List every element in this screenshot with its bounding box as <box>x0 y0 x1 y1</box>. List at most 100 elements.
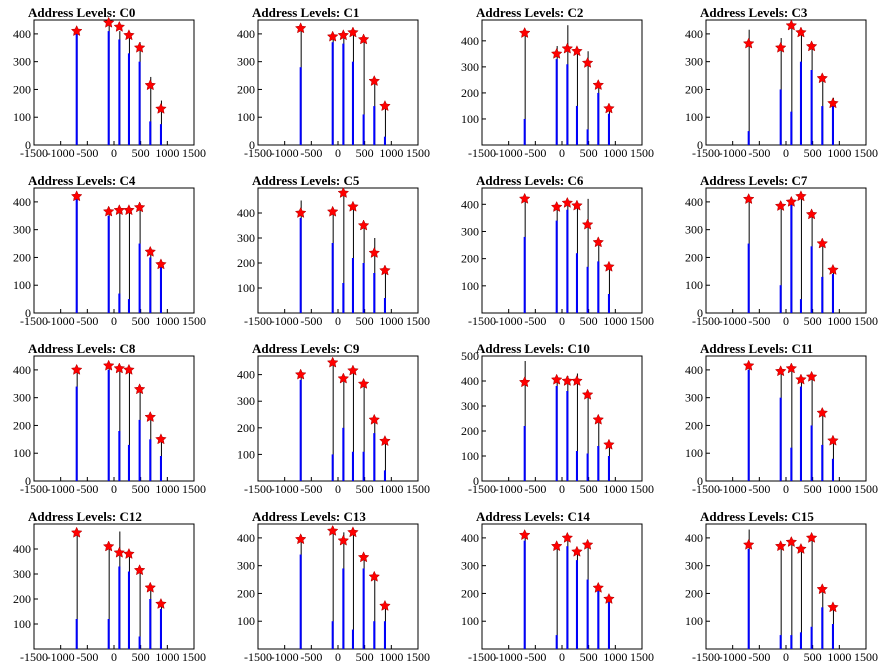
chart-panel: 100 200 300 400 -1500 -1000 -500 0 500 1000 1500 Ad… <box>448 504 672 672</box>
blue-bar <box>351 451 354 481</box>
x-tick-label: -1500 <box>244 482 272 496</box>
peak-marker <box>774 199 787 212</box>
chart-panel: 100 200 300 400 -1500 -1000 -500 0 500 1000 1500 Ad… <box>448 168 672 336</box>
y-tick-label: 100 <box>13 110 31 124</box>
x-tick-label: 1500 <box>630 650 654 664</box>
peak-marker <box>795 26 807 38</box>
x-tick-label: -1500 <box>692 314 720 328</box>
y-tick-label: 100 <box>13 446 31 460</box>
chart-panel: 100 200 300 400 -1500 -1000 -500 0 500 1000 1500 Ad… <box>224 168 448 336</box>
y-tick-label: 0 <box>473 474 479 488</box>
blue-bar <box>159 124 162 145</box>
peak-marker <box>368 570 381 582</box>
x-tick-label: 1500 <box>630 482 654 496</box>
blue-bar <box>149 439 152 481</box>
y-tick-label: 300 <box>237 55 255 69</box>
blue-bar <box>149 121 152 145</box>
y-tick-label: 0 <box>697 474 703 488</box>
chart-svg: 0 100 200 300 400 -1500-1000 -500 0 500 1000 1500 <box>237 19 430 160</box>
x-tick-label: 1500 <box>854 482 878 496</box>
peak-marker <box>816 583 829 595</box>
plot-frame <box>481 19 643 146</box>
x-tick-label: 1500 <box>854 146 878 160</box>
x-tick-label: 500 <box>356 482 374 496</box>
peak-marker <box>571 45 583 57</box>
chart-title: Address Levels: C0 <box>28 5 136 20</box>
blue-bar <box>118 566 121 649</box>
y-tick-label: 200 <box>237 82 255 96</box>
x-tick-label: 1000 <box>379 314 403 328</box>
blue-bar <box>342 568 345 649</box>
x-tick-label: -500 <box>748 146 770 160</box>
x-tick-label: -500 <box>300 314 322 328</box>
peak-marker <box>805 208 818 220</box>
y-tick-label: 300 <box>685 391 703 405</box>
x-tick-label: -500 <box>76 146 98 160</box>
x-tick-label: 1000 <box>155 482 179 496</box>
peak-marker <box>133 201 146 213</box>
peak-marker <box>155 102 167 114</box>
blue-bar <box>779 397 782 481</box>
blue-bar <box>149 599 152 649</box>
peak-marker <box>337 29 350 41</box>
chart-panel: 100 200 300 400 -1500 -1000 -500 0 500 1000 1500 Ad… <box>672 504 896 672</box>
y-tick-label: 100 <box>237 110 255 124</box>
x-tick-label: 500 <box>356 650 374 664</box>
y-tick-label: 0 <box>249 138 255 152</box>
plot-frame <box>257 19 419 146</box>
blue-bar <box>299 218 302 313</box>
blue-bar <box>555 386 558 481</box>
x-tick-label: -1000 <box>719 482 747 496</box>
x-tick-label: 1000 <box>155 650 179 664</box>
blue-bar <box>299 379 302 481</box>
plot-frame <box>33 187 195 314</box>
blue-bar <box>351 61 354 145</box>
peak-marker <box>518 528 531 541</box>
plot-frame <box>33 523 195 650</box>
blue-bar <box>790 635 793 649</box>
y-tick-label: 400 <box>461 531 479 545</box>
chart-title: Address Levels: C2 <box>476 5 584 20</box>
peak-marker <box>123 204 135 216</box>
peak-marker <box>561 374 574 386</box>
x-tick-label: -1500 <box>20 314 48 328</box>
y-tick-label: 0 <box>25 474 31 488</box>
plot-frame <box>705 355 867 482</box>
chart-svg: 100 200 300 400 -1500-1000 -500 0 500 1000 1500 <box>461 523 654 664</box>
x-tick-label: -500 <box>76 314 98 328</box>
x-tick-label: -500 <box>748 650 770 664</box>
blue-bar <box>810 626 813 649</box>
blue-bar <box>299 554 302 649</box>
peak-marker <box>518 192 531 204</box>
x-tick-label: 0 <box>335 314 341 328</box>
blue-bar <box>575 253 578 313</box>
blue-bar <box>831 103 834 145</box>
blue-bar <box>118 293 121 313</box>
y-tick-label: 300 <box>685 223 703 237</box>
x-tick-label: 1500 <box>182 314 206 328</box>
blue-bar <box>555 635 558 649</box>
peak-marker <box>347 364 359 376</box>
y-tick-label: 100 <box>461 449 479 463</box>
x-tick-label: 1500 <box>406 650 430 664</box>
x-tick-label: 1500 <box>406 314 430 328</box>
y-tick-label: 400 <box>13 363 31 377</box>
blue-bar <box>299 67 302 145</box>
peak-marker <box>581 538 594 550</box>
y-tick-label: 100 <box>237 447 255 461</box>
x-tick-label: 500 <box>804 482 822 496</box>
x-tick-label: 1500 <box>182 146 206 160</box>
blue-bar <box>383 470 386 481</box>
plot-frame <box>705 523 867 650</box>
peak-marker <box>742 37 755 49</box>
peak-marker <box>347 26 359 38</box>
y-tick-label: 200 <box>13 418 31 432</box>
x-tick-label: 0 <box>335 482 341 496</box>
chart-title: Address Levels: C14 <box>476 509 590 524</box>
plot-frame <box>257 187 419 314</box>
y-tick-label: 200 <box>461 424 479 438</box>
blue-bar <box>607 601 610 649</box>
blue-bar <box>586 579 589 649</box>
blue-bar <box>75 33 78 146</box>
peak-marker <box>368 246 381 258</box>
